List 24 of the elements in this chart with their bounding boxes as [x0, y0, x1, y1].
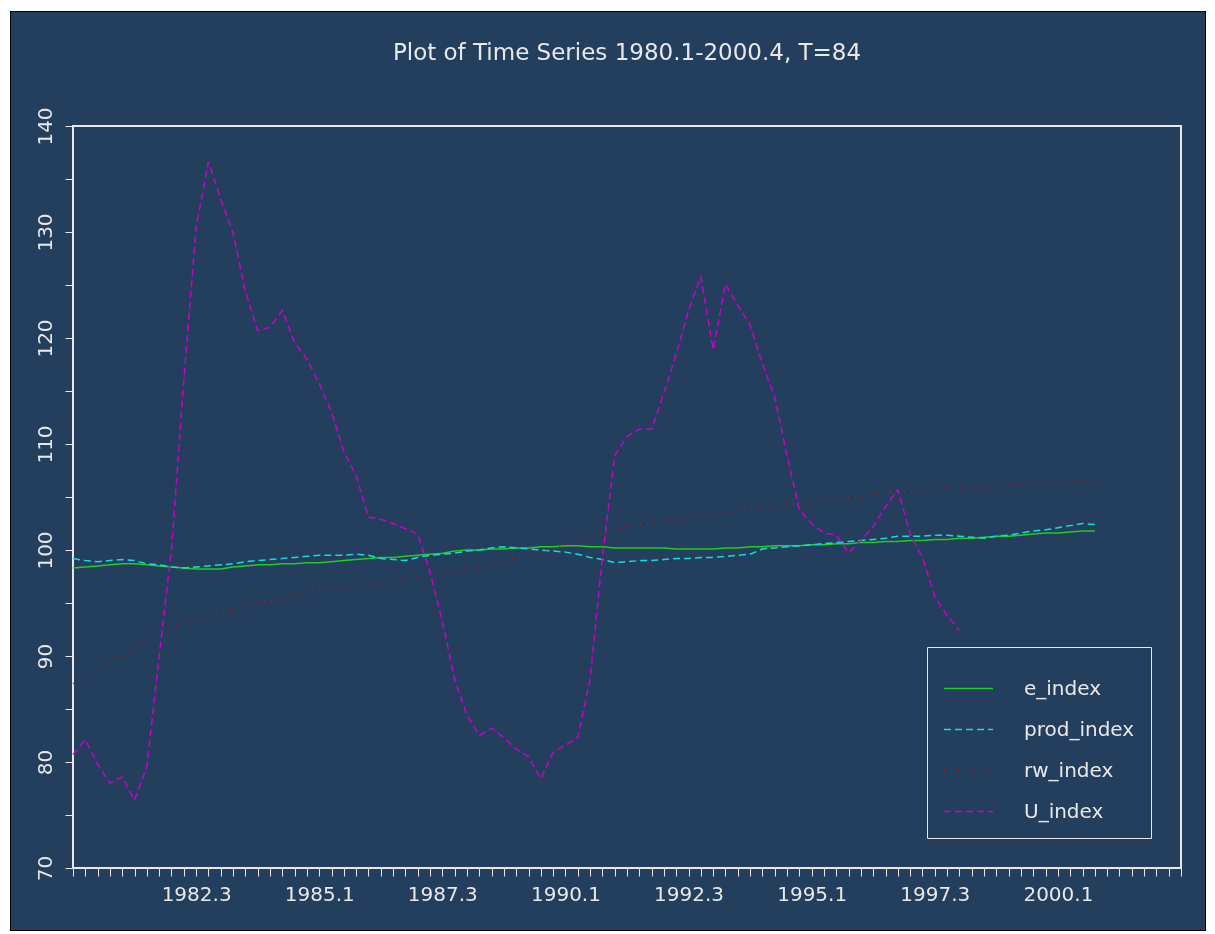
y-tick-label: 140 — [32, 107, 57, 146]
line-series — [72, 161, 961, 801]
y-tick-label: 70 — [32, 855, 57, 882]
x-tick-label: 1992.3 — [654, 881, 725, 906]
y-tick-label: 110 — [32, 425, 57, 464]
x-tick-label: 2000.1 — [1023, 881, 1094, 906]
x-tick-label: 1995.1 — [777, 881, 848, 906]
x-tick-label: 1997.3 — [900, 881, 971, 906]
legend-label: e_index — [1024, 675, 1102, 700]
x-tick-label: 1987.3 — [407, 881, 478, 906]
y-tick-label: 90 — [32, 643, 57, 670]
y-tick-label: 120 — [32, 319, 57, 358]
legend-label: U_index — [1024, 798, 1104, 823]
x-tick-label: 1990.1 — [530, 881, 601, 906]
y-tick-label: 130 — [32, 213, 57, 252]
legend-label: prod_index — [1024, 716, 1135, 741]
chart-title: Plot of Time Series 1980.1-2000.4, T=84 — [392, 38, 862, 65]
y-tick-label: 100 — [32, 531, 57, 570]
y-tick-label: 80 — [32, 749, 57, 776]
legend-label: rw_index — [1024, 757, 1114, 782]
x-tick-label: 1985.1 — [284, 881, 355, 906]
line-series — [72, 522, 1096, 569]
line-series — [72, 530, 1096, 570]
x-tick-label: 1982.3 — [161, 881, 232, 906]
